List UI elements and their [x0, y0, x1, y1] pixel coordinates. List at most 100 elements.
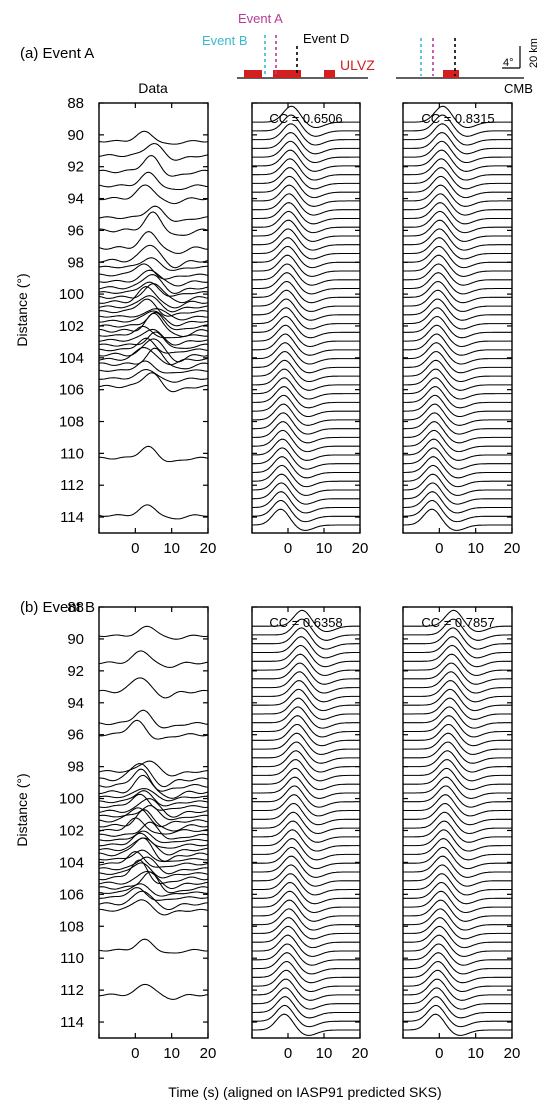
seismogram-trace	[403, 715, 512, 738]
seismogram-trace	[252, 499, 360, 523]
seismogram-trace	[99, 821, 208, 840]
seismogram-trace	[252, 412, 360, 435]
seismogram-trace	[403, 908, 512, 931]
seismogram-trace	[252, 394, 360, 418]
seismogram-trace	[99, 155, 208, 177]
seismogram-trace	[403, 776, 512, 799]
seismogram-trace	[403, 499, 512, 523]
seismogram-trace	[403, 662, 512, 685]
trace-groups	[99, 609, 512, 1036]
seismogram-trace	[99, 337, 208, 354]
seismogram-trace	[403, 333, 512, 356]
y-tick-label: 92	[67, 159, 84, 176]
seismogram-trace	[403, 193, 512, 216]
seismogram-trace	[403, 873, 512, 896]
seismogram-trace	[252, 324, 360, 348]
seismogram-trace	[252, 280, 360, 304]
y-tick-label: 88	[67, 95, 84, 112]
seismogram-trace	[252, 785, 360, 808]
seismogram-trace	[99, 788, 208, 802]
plot-frame	[98, 606, 209, 1039]
seismogram-trace	[252, 202, 360, 225]
seismogram-trace	[252, 864, 360, 887]
seismogram-trace	[252, 917, 360, 940]
seismogram-trace	[403, 167, 512, 190]
x-tick-labels: 0 10 20 0 10 20 0 10 20	[131, 540, 520, 557]
seismogram-trace	[252, 987, 360, 1010]
seismogram-trace	[99, 625, 208, 640]
seismogram-trace	[99, 346, 208, 366]
seismogram-trace	[252, 820, 360, 843]
seismogram-trace	[403, 123, 512, 146]
x-tick-label: 10	[467, 540, 484, 557]
ulvz-label: ULVZ	[340, 57, 375, 73]
seismogram-trace	[403, 838, 512, 861]
seismogram-trace	[99, 312, 208, 338]
seismogram-trace	[99, 774, 208, 799]
cc-label: CC = 0.6506	[269, 111, 342, 126]
seismogram-trace	[403, 697, 512, 720]
event-d-label: Event D	[303, 31, 349, 46]
seismogram-trace	[99, 338, 208, 363]
seismogram-trace	[99, 859, 208, 885]
seismogram-trace	[252, 846, 360, 870]
seismogram-trace	[403, 219, 512, 242]
seismogram-trace	[99, 832, 208, 849]
seismogram-trace	[99, 790, 208, 807]
seismogram-trace	[403, 394, 512, 418]
trace-column	[403, 609, 512, 1036]
seismogram-trace	[252, 732, 360, 755]
seismogram-trace	[99, 798, 208, 818]
seismogram-trace	[403, 934, 512, 957]
seismogram-trace	[99, 347, 208, 370]
seismogram-trace	[403, 644, 512, 668]
seismogram-trace	[252, 491, 360, 514]
seismogram-trace	[252, 464, 360, 488]
seismogram-trace	[99, 890, 208, 911]
seismogram-trace	[252, 723, 360, 747]
seismogram-trace	[99, 205, 208, 222]
y-tick-label: 112	[60, 982, 84, 999]
seismogram-trace	[403, 447, 512, 470]
x-tick-label: 20	[200, 1045, 217, 1062]
trace-column	[99, 130, 208, 520]
seismogram-trace	[403, 960, 512, 984]
y-tick-labels: 88 90 92 94 96 98 100 102 104 106 108 110 112 114	[59, 95, 84, 526]
seismogram-trace	[99, 719, 208, 740]
seismogram-trace	[99, 763, 208, 788]
seismogram-trace	[403, 473, 512, 496]
seismogram-trace	[252, 636, 360, 659]
y-tick-label: 88	[67, 599, 84, 616]
seismogram-trace	[99, 445, 208, 463]
trace-column	[99, 625, 208, 1000]
seismogram-trace	[99, 372, 208, 393]
ulvz-block	[324, 70, 335, 78]
seismogram-trace	[403, 307, 512, 330]
seismogram-trace	[252, 644, 360, 668]
y-axis-label: Distance (°)	[14, 773, 30, 846]
seismogram-trace	[403, 829, 512, 852]
seismogram-trace	[403, 228, 512, 251]
seismogram-trace	[403, 917, 512, 940]
ulvz-block	[443, 70, 459, 78]
y-tick-label: 108	[59, 918, 84, 935]
seismogram-trace	[403, 412, 512, 435]
seismogram-trace	[252, 403, 360, 426]
y-tick-label: 98	[67, 759, 84, 776]
y-tick-label: 106	[59, 886, 84, 903]
seismogram-trace	[403, 132, 512, 155]
seismogram-trace	[252, 978, 360, 1001]
y-tick-label: 114	[60, 509, 84, 526]
seismogram-trace	[252, 1004, 360, 1028]
seismogram-trace	[252, 653, 360, 676]
x-axis-label: Time (s) (aligned on IASP91 predicted SK…	[168, 1084, 441, 1100]
column-title: Data	[138, 80, 168, 96]
event-b-label: Event B	[202, 33, 248, 48]
seismogram-trace	[403, 464, 512, 488]
seismogram-trace	[252, 960, 360, 984]
seismogram-trace	[252, 715, 360, 738]
seismogram-trace	[99, 184, 208, 205]
plot-frame	[251, 102, 361, 534]
seismogram-trace	[99, 143, 208, 161]
seismogram-trace	[99, 130, 208, 145]
